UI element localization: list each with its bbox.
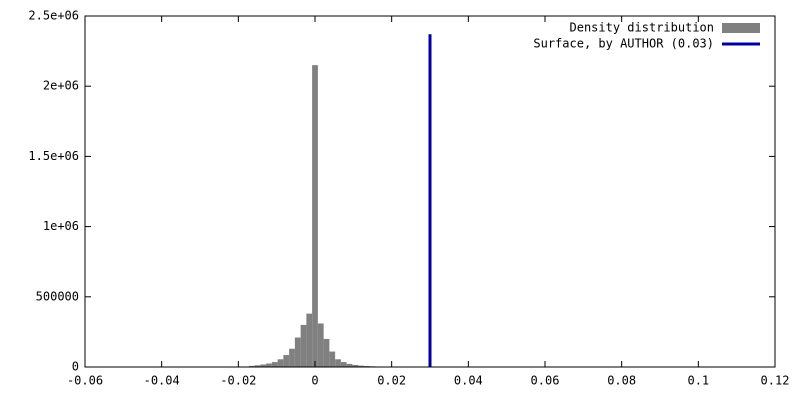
x-tick-label: -0.02: [220, 374, 256, 388]
x-tick-label: 0.12: [761, 374, 790, 388]
histogram-bar: [329, 351, 336, 367]
x-tick-label: 0.02: [377, 374, 406, 388]
histogram-bar: [323, 338, 330, 367]
histogram-bar: [294, 337, 301, 367]
x-tick-label: 0: [311, 374, 318, 388]
histogram-bar: [248, 365, 255, 367]
x-tick-label: 0.06: [531, 374, 560, 388]
histogram-bar: [271, 362, 278, 367]
y-tick-label: 1e+06: [43, 219, 79, 233]
y-tick-label: 1.5e+06: [28, 149, 79, 163]
x-tick-label: 0.1: [687, 374, 709, 388]
histogram-bar: [317, 323, 324, 367]
plot-frame: [84, 15, 776, 368]
y-tick-label: 2.5e+06: [28, 9, 79, 23]
histogram-bar: [266, 363, 272, 367]
histogram-bar: [260, 364, 267, 367]
x-tick-label: -0.04: [144, 374, 180, 388]
histogram-bar: [283, 355, 290, 367]
histogram-bar: [352, 364, 359, 367]
legend-label: Density distribution: [570, 21, 715, 35]
histogram-bar: [340, 362, 347, 367]
histogram-bar: [306, 313, 313, 367]
y-tick-label: 2e+06: [43, 79, 79, 93]
histogram-bar: [300, 324, 307, 367]
histogram-bar: [277, 359, 284, 367]
histogram-bar: [254, 365, 261, 367]
x-tick-label: -0.06: [67, 374, 103, 388]
histogram-bar: [289, 348, 295, 367]
x-tick-label: 0.08: [607, 374, 636, 388]
histogram-bar: [358, 365, 364, 367]
legend-swatch: [722, 23, 760, 33]
x-tick-label: 0.04: [454, 374, 483, 388]
y-tick-label: 0: [72, 360, 79, 374]
histogram-bar: [312, 65, 318, 367]
histogram-bar: [346, 363, 353, 367]
histogram-bar: [335, 359, 341, 367]
legend-label: Surface, by AUTHOR (0.03): [533, 37, 714, 51]
y-tick-label: 500000: [36, 289, 79, 303]
